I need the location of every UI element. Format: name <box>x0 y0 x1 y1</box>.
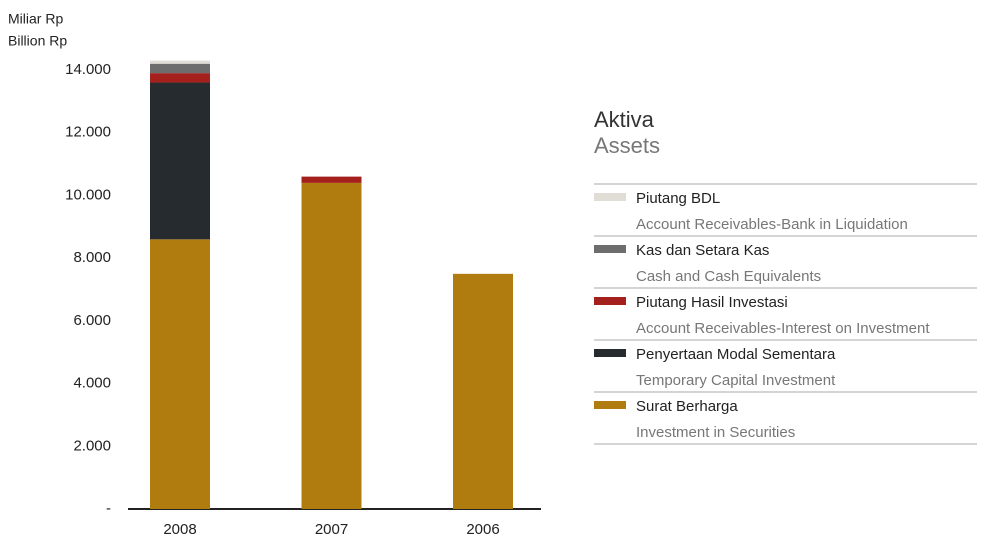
legend-label: Piutang BDL <box>636 190 720 207</box>
bar-segment <box>150 82 210 240</box>
y-tick-label: 14.000 <box>65 61 111 78</box>
bar-segment <box>150 60 210 64</box>
legend-label: Penyertaan Modal Sementara <box>636 346 836 363</box>
bar-segment <box>453 273 513 509</box>
y-tick-label: 6.000 <box>73 312 111 329</box>
legend-swatch <box>594 245 626 253</box>
legend-swatch <box>594 401 626 409</box>
x-tick-label: 2006 <box>466 521 499 538</box>
legend-label-en: Temporary Capital Investment <box>636 372 836 389</box>
legend-label-en: Account Receivables-Interest on Investme… <box>636 320 930 337</box>
y-tick-label: 8.000 <box>73 249 111 266</box>
legend-label: Piutang Hasil Investasi <box>636 294 788 311</box>
y-axis-label-en: Billion Rp <box>8 33 67 49</box>
legend-label: Surat Berharga <box>636 398 738 415</box>
bar-segment <box>301 182 362 509</box>
legend-label-en: Cash and Cash Equivalents <box>636 268 821 285</box>
legend-swatch <box>594 297 626 305</box>
legend-swatch <box>594 193 626 201</box>
y-tick-label: 12.000 <box>65 124 111 141</box>
y-tick-label: 2.000 <box>73 437 111 454</box>
x-tick-label: 2007 <box>315 521 348 538</box>
legend-label-en: Investment in Securities <box>636 424 795 441</box>
chart-title: Aktiva <box>594 107 655 132</box>
legend-label-en: Account Receivables-Bank in Liquidation <box>636 216 908 233</box>
y-tick-label: 10.000 <box>65 186 111 203</box>
y-tick-label: - <box>106 500 111 517</box>
y-axis-label: Miliar Rp <box>8 11 63 27</box>
legend-label: Kas dan Setara Kas <box>636 242 769 259</box>
bar-segment <box>150 73 210 83</box>
bar-segment <box>301 176 362 183</box>
bar-segment <box>150 63 210 74</box>
chart-subtitle: Assets <box>594 133 660 158</box>
legend-swatch <box>594 349 626 357</box>
y-tick-label: 4.000 <box>73 375 111 392</box>
x-tick-label: 2008 <box>163 521 196 538</box>
bar-segment <box>150 239 210 510</box>
